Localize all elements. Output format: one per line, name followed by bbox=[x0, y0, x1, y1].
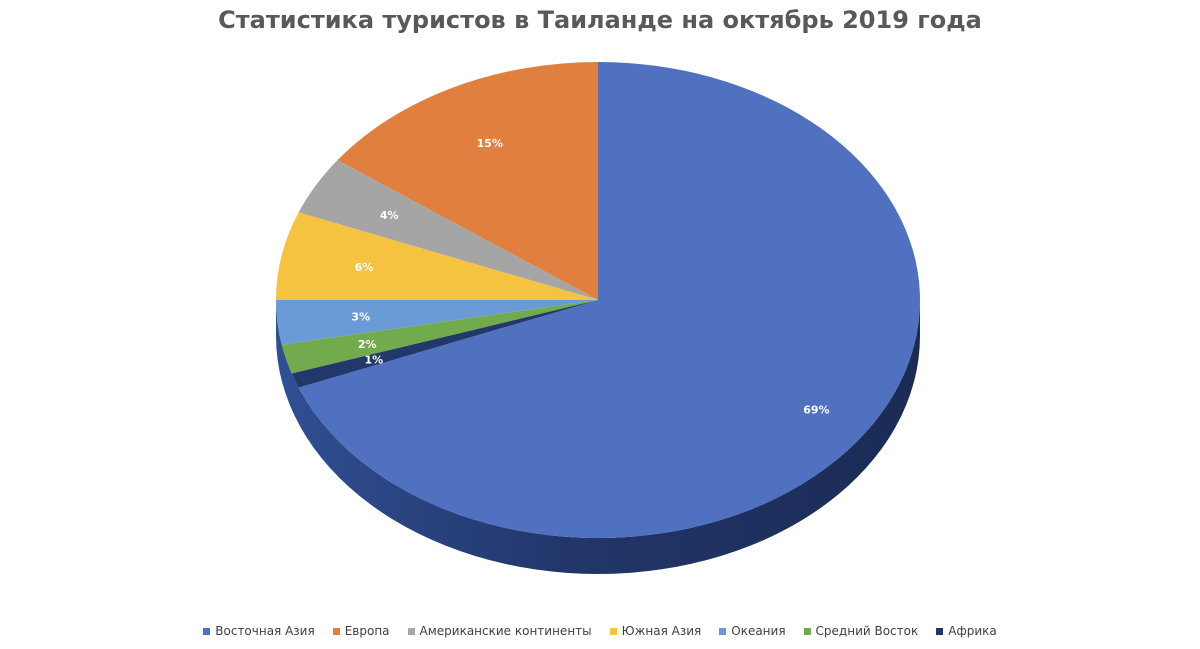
legend-label-4: Океания bbox=[731, 624, 786, 638]
legend-item-0[interactable]: Восточная Азия bbox=[203, 624, 315, 638]
pie-data-labels: 69% 15% 4% 6% 3% 2% 1% bbox=[351, 137, 829, 417]
pie-slice-3[interactable] bbox=[276, 212, 598, 300]
legend-swatch-6 bbox=[936, 627, 944, 635]
pie-slice-1[interactable] bbox=[337, 62, 598, 300]
legend-label-6: Африка bbox=[948, 624, 997, 638]
pie-slice-4[interactable] bbox=[276, 300, 598, 345]
data-label-4: 3% bbox=[351, 311, 370, 324]
legend: Восточная Азия Европа Американские контине… bbox=[0, 624, 1200, 638]
legend-swatch-5 bbox=[803, 627, 811, 635]
pie-slice-0[interactable] bbox=[298, 62, 921, 538]
legend-item-6[interactable]: Африка bbox=[936, 624, 997, 638]
data-label-1: 15% bbox=[477, 137, 503, 150]
legend-swatch-1 bbox=[332, 627, 340, 635]
legend-swatch-4 bbox=[719, 627, 727, 635]
legend-swatch-0 bbox=[203, 627, 211, 635]
legend-item-2[interactable]: Американские континенты bbox=[407, 624, 592, 638]
legend-swatch-2 bbox=[407, 627, 415, 635]
pie-slice-2[interactable] bbox=[298, 160, 598, 300]
legend-item-4[interactable]: Океания bbox=[719, 624, 786, 638]
legend-item-5[interactable]: Средний Восток bbox=[803, 624, 919, 638]
legend-label-5: Средний Восток bbox=[815, 624, 919, 638]
data-label-3: 6% bbox=[355, 261, 374, 274]
legend-label-3: Южная Азия bbox=[621, 624, 702, 638]
pie-slices bbox=[276, 62, 921, 538]
legend-item-3[interactable]: Южная Азия bbox=[609, 624, 702, 638]
chart-title: Статистика туристов в Таиланде на октябр… bbox=[218, 6, 982, 34]
legend-label-0: Восточная Азия bbox=[215, 624, 315, 638]
pie-slice-6[interactable] bbox=[291, 300, 598, 388]
data-label-5: 2% bbox=[358, 338, 377, 351]
legend-label-2: Американские континенты bbox=[419, 624, 592, 638]
data-label-0: 69% bbox=[803, 404, 829, 417]
legend-item-1[interactable]: Европа bbox=[332, 624, 390, 638]
legend-swatch-3 bbox=[609, 627, 617, 635]
data-label-6: 1% bbox=[364, 354, 383, 367]
data-label-2: 4% bbox=[380, 209, 399, 222]
legend-label-1: Европа bbox=[344, 624, 390, 638]
pie-slice-5[interactable] bbox=[281, 300, 598, 374]
